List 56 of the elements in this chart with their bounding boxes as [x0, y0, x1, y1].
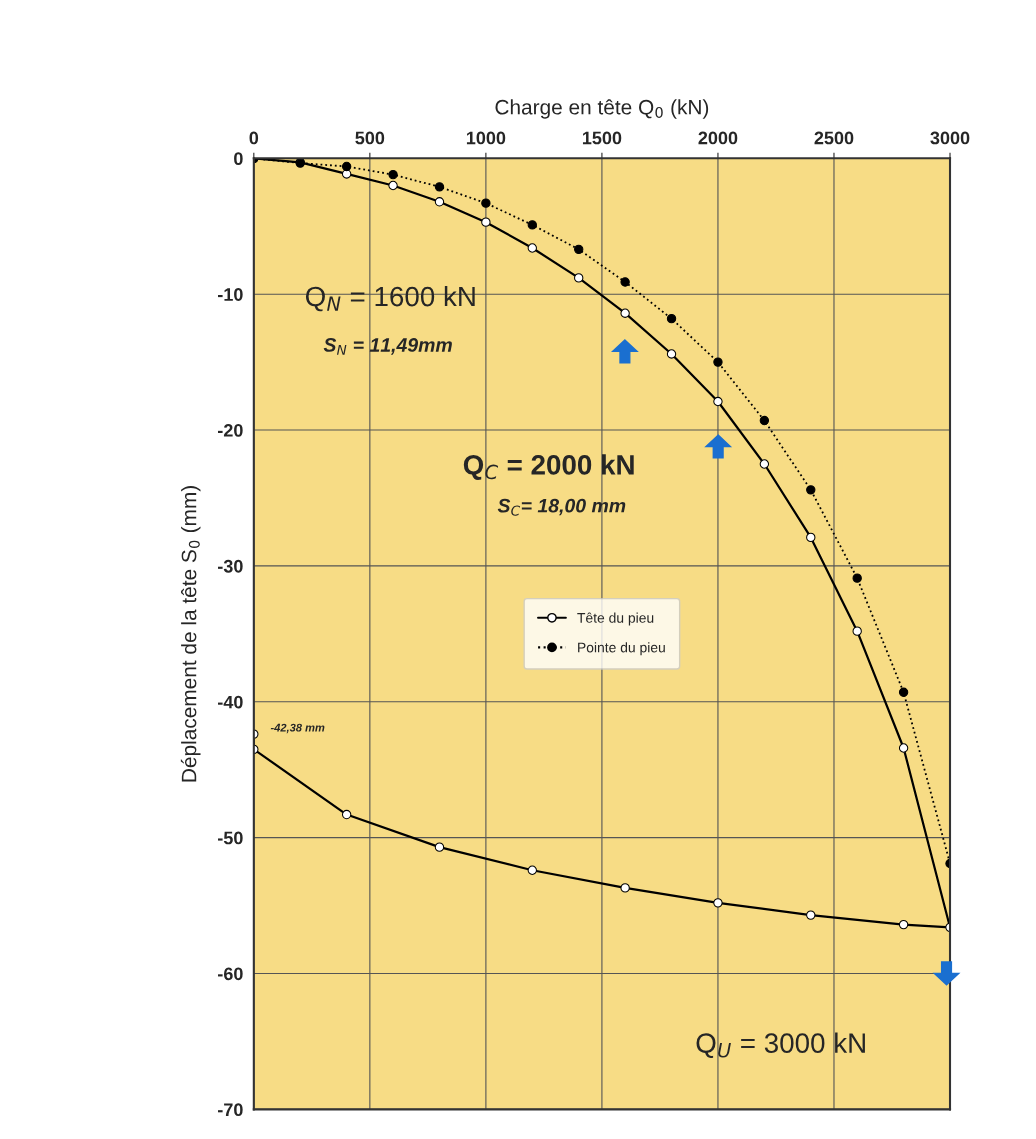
- annotation: Q$_{C}$ = 2000 kN: [463, 454, 634, 480]
- point: [713, 898, 723, 908]
- point: [806, 910, 816, 920]
- x-tick-label: 1500: [582, 131, 622, 145]
- y-axis-title: Déplacement de la tête S$_{0}$ (mm): [180, 486, 201, 782]
- point: [527, 220, 537, 230]
- legend-label: Tête du pieu: [577, 612, 654, 626]
- y-tick-label: -50: [218, 831, 243, 845]
- y-tick-label: -60: [218, 967, 243, 981]
- point: [620, 883, 630, 893]
- point: [434, 197, 445, 207]
- x-tick-label: 1000: [466, 131, 506, 145]
- point: [620, 277, 630, 287]
- y-tick-label: 0: [234, 152, 243, 166]
- point: [852, 626, 862, 636]
- annotation: S$_{C}$= 18,00 mm: [497, 498, 626, 516]
- point: [574, 244, 584, 255]
- point: [434, 182, 445, 192]
- point: [713, 396, 723, 407]
- point: [806, 485, 816, 495]
- point: [481, 217, 491, 227]
- point: [898, 919, 909, 930]
- annotation: S$_{N}$ = 11,49mm: [323, 338, 452, 355]
- x-axis-title: Charge en tête Q$_{0}$ (kN): [495, 99, 709, 119]
- point: [666, 313, 677, 324]
- point: [898, 687, 909, 697]
- point: [481, 198, 491, 208]
- point: [527, 865, 537, 875]
- annotation: Q$_{U}$ = 3000 kN: [696, 1032, 865, 1058]
- point: [434, 842, 445, 852]
- point: [620, 308, 630, 318]
- y-tick-label: -30: [218, 559, 243, 573]
- point: [713, 357, 723, 367]
- legend-label: Pointe du pieu: [578, 642, 665, 656]
- y-tick-label: -40: [218, 695, 243, 709]
- point: [574, 273, 584, 283]
- y-tick-label: -70: [218, 1103, 243, 1117]
- x-tick-label: 2000: [698, 131, 738, 145]
- point: [759, 415, 770, 426]
- y-tick-label: -10: [218, 288, 243, 301]
- point: [527, 243, 537, 253]
- point: [341, 161, 352, 172]
- y-tick-label: -20: [218, 423, 243, 437]
- x-tick-label: 2500: [814, 131, 854, 145]
- x-tick-label: 500: [355, 131, 385, 145]
- point: [898, 743, 909, 753]
- point: [341, 809, 352, 820]
- annotation: -42,38 mm: [270, 723, 325, 734]
- point: [388, 180, 398, 191]
- x-tick-label: 3000: [930, 131, 970, 145]
- point: [666, 349, 677, 359]
- x-tick-label: 0: [249, 131, 259, 145]
- point: [388, 169, 398, 180]
- point: [759, 459, 770, 469]
- point: [852, 573, 862, 583]
- point: [806, 532, 816, 543]
